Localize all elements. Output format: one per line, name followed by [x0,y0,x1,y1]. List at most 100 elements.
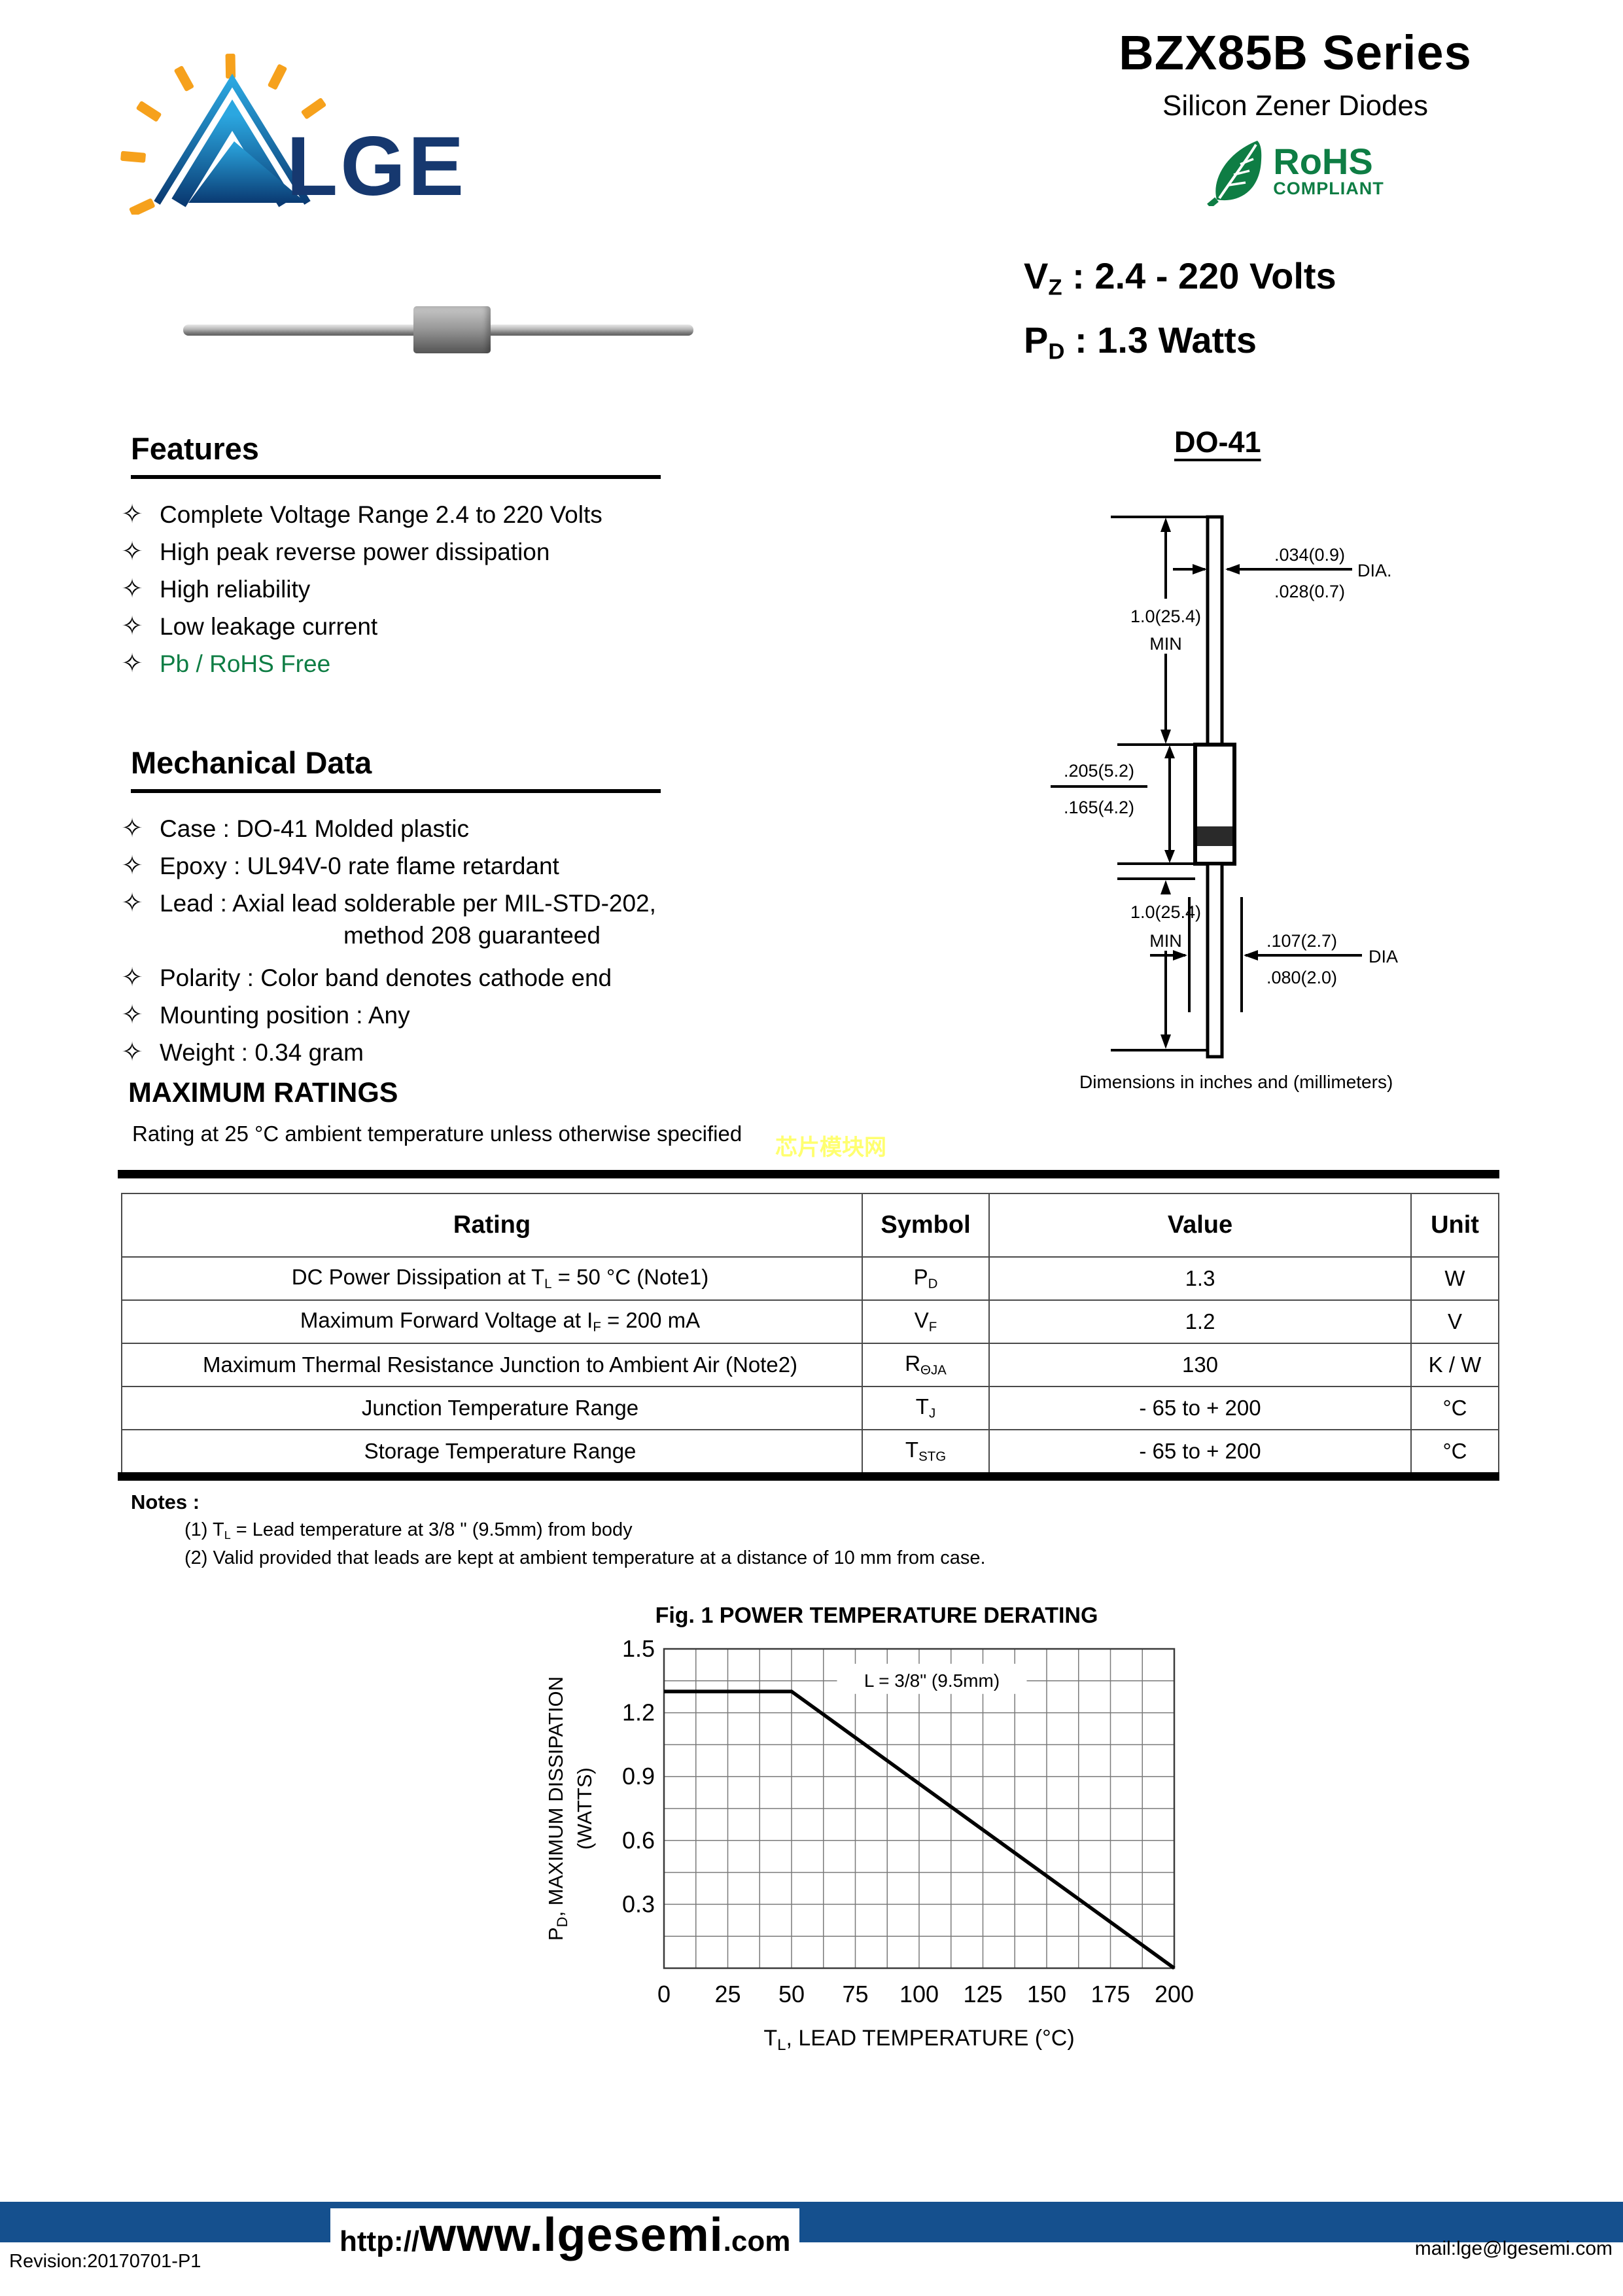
x-tick-label: 25 [714,1981,741,2007]
ratings-subtitle: Rating at 25 °C ambient temperature unle… [132,1122,742,1146]
package-outline-drawing: 1.0(25.4) MIN .034(0.9) .028(0.7) DIA. .… [1051,515,1398,1059]
page-title: BZX85B Series [1119,26,1472,80]
annotation-label: L = 3/8" (9.5mm) [864,1670,1000,1691]
y-tick-label: 1.2 [622,1699,655,1726]
diamond-bullet-icon: ✧ [121,612,143,641]
x-tick-label: 0 [657,1981,671,2007]
dim-lead-length-bottom: 1.0(25.4) [1130,902,1201,922]
package-name: DO-41 [1174,425,1261,459]
diode-photo [183,296,693,368]
unit-cell: V [1410,1299,1499,1344]
feature-item: ✧ High peak reverse power dissipation [105,533,890,571]
footer-bar [0,2202,1623,2242]
mechanical-item-label: Weight : 0.34 gram [160,1039,364,1066]
dim-body-len-hi: .205(5.2) [1064,761,1134,781]
diode-body-image [413,306,491,353]
leaf-icon [1207,141,1262,206]
dim-body-dia-lo: .080(2.0) [1266,968,1337,987]
annotation-bg [837,1663,1027,1694]
unit-cell: W [1410,1256,1499,1301]
package-body-drawing [1193,515,1236,1059]
diamond-bullet-icon: ✧ [121,649,143,678]
logo-text: LGE [287,120,466,213]
rating-cell: Maximum Forward Voltage at IF = 200 mA [121,1299,863,1344]
table-column-header: Value [988,1193,1412,1258]
diamond-bullet-icon: ✧ [121,500,143,529]
symbol-cell: RΘJA [862,1343,990,1387]
y-tick-label: 1.5 [622,1635,655,1662]
mechanical-item-label: Case : DO-41 Molded plastic [160,815,469,842]
sun-rays-icon [120,53,326,215]
value-cell: 130 [988,1343,1412,1387]
rating-cell: Storage Temperature Range [121,1429,863,1474]
features-heading: Features [131,431,259,466]
value-cell: - 65 to + 200 [988,1429,1412,1474]
rating-cell: Junction Temperature Range [121,1386,863,1430]
chart-title: Fig. 1 POWER TEMPERATURE DERATING [655,1603,1098,1628]
page-subtitle: Silicon Zener Diodes [1162,90,1428,122]
mechanical-rule [131,789,661,793]
mechanical-item-label: Epoxy : UL94V-0 rate flame retardant [160,853,559,879]
mountain-icon [154,73,311,207]
x-tick-label: 100 [899,1981,939,2007]
diamond-bullet-icon: ✧ [121,814,143,843]
mechanical-item: ✧ Epoxy : UL94V-0 rate flame retardant [105,847,955,885]
table-column-header: Unit [1410,1193,1499,1258]
mechanical-item: ✧ Weight : 0.34 gram [105,1034,955,1071]
package-caption: Dimensions in inches and (millimeters) [1079,1072,1393,1092]
x-tick-label: 175 [1091,1981,1130,2007]
symbol-cell: PD [862,1256,990,1301]
plot-border [663,1648,1176,1969]
diamond-bullet-icon: ✧ [121,1038,143,1067]
mechanical-item-continuation: method 208 guaranteed [343,922,601,949]
dim-min-top: MIN [1149,634,1182,654]
table-row: DC Power Dissipation at TL = 50 °C (Note… [121,1256,1499,1301]
dim-lead-dia-hi: .034(0.9) [1274,545,1345,565]
ratings-bottom-rule [118,1472,1499,1481]
diamond-bullet-icon: ✧ [121,889,143,917]
company-logo: LGE [120,53,466,215]
symbol-cell: TSTG [862,1429,990,1474]
mechanical-item: ✧ Lead : Axial lead solderable per MIL-ST… [105,885,955,922]
x-tick-label: 125 [963,1981,1002,2007]
derating-line [664,1689,1176,1970]
url-suffix: .com [723,2225,791,2257]
x-tick-label: 200 [1155,1981,1194,2007]
value-cell: 1.3 [988,1256,1412,1301]
table-row: Maximum Forward Voltage at IF = 200 mA VF… [121,1299,1499,1344]
mechanical-item: ✧ Polarity : Color band denotes cathode e… [105,959,955,997]
dim-lead-length-top: 1.0(25.4) [1130,607,1201,626]
y-tick-label: 0.9 [622,1763,655,1790]
mechanical-item: ✧ Mounting position : Any [105,997,955,1034]
dimension-arrows [1161,518,1258,1049]
symbol-cell: VF [862,1299,990,1344]
dim-dia-top-label: DIA. [1357,561,1392,580]
feature-item-label: Low leakage current [160,613,378,640]
value-cell: 1.2 [988,1299,1412,1344]
notes-heading: Notes : [131,1491,200,1513]
unit-cell: K / W [1410,1343,1499,1387]
feature-item-label: Pb / RoHS Free [160,650,331,677]
y-axis-title-line2: (WATTS) [573,1767,596,1850]
rohs-label: RoHS [1273,140,1373,182]
ratings-heading: MAXIMUM RATINGS [128,1077,398,1108]
ratings-table: Rating Symbol Value Unit DC Power Dissipati… [121,1193,1499,1474]
feature-item: ✧ Pb / RoHS Free [105,645,890,682]
symbol-cell: TJ [862,1386,990,1430]
mail-label: mail:lge@lgesemi.com [1414,2238,1613,2259]
notes-list: (1) TL = Lead temperature at 3/8 " (9.5m… [184,1519,1427,1576]
dim-body-dia-hi: .107(2.7) [1266,931,1337,951]
header: BZX85B Series Silicon Zener Diodes RoHS … [1060,25,1531,206]
mechanical-item-label: Mounting position : Any [160,1002,410,1029]
y-axis-title: PD, MAXIMUM DISSIPATION [544,1676,570,1941]
mechanical-list: ✧ Case : DO-41 Molded plastic ✧ Epoxy : UL9… [105,810,955,1071]
diamond-bullet-icon: ✧ [121,1000,143,1029]
table-row: Junction Temperature Range TJ - 65 to + 20… [121,1386,1499,1430]
dim-min-bottom: MIN [1149,931,1182,951]
mechanical-item: ✧ Case : DO-41 Molded plastic [105,810,955,847]
derating-chart: Fig. 1 POWER TEMPERATURE DERATING L = 3/8… [544,1603,1194,2054]
table-column-header: Symbol [862,1193,990,1258]
features-list: ✧ Complete Voltage Range 2.4 to 220 Volts… [105,496,890,682]
features-rule [131,475,661,479]
